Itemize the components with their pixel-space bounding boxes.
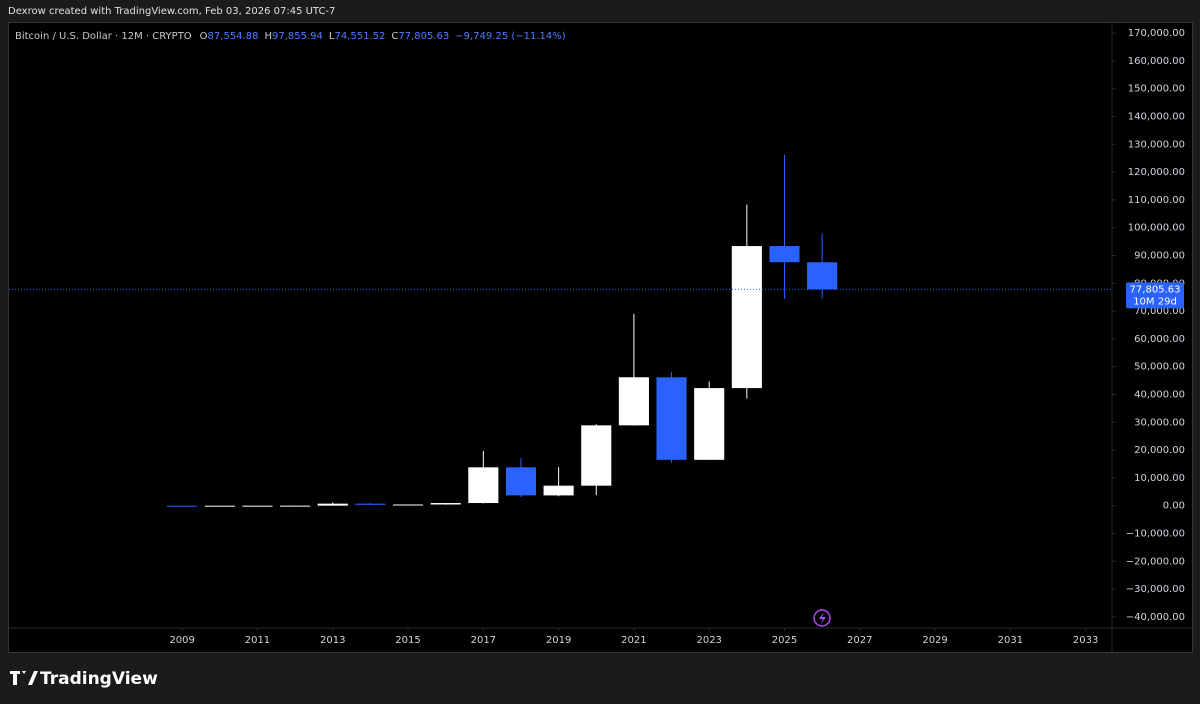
x-tick-label: 2029 [922,635,947,646]
y-tick-label: 60,000.00 [1134,334,1185,345]
x-tick-label: 2021 [621,635,646,646]
y-tick-label: 170,000.00 [1128,28,1185,39]
y-tick-label: −30,000.00 [1126,584,1185,595]
x-tick-label: 2013 [320,635,345,646]
countdown: 10M 29d [1133,296,1177,307]
candle-body [694,388,725,460]
candle-body [167,505,198,507]
candle-body [242,505,273,507]
legend-key: H [264,31,272,42]
y-tick-label: 130,000.00 [1128,139,1185,150]
x-tick-label: 2019 [546,635,571,646]
candle-body [618,377,649,426]
legend-value: 87,554.88 [208,31,259,42]
candle-body [656,377,687,460]
chart-frame [8,22,1193,653]
legend-key: L [329,31,335,42]
x-tick-label: 2033 [1073,635,1098,646]
x-tick-label: 2015 [395,635,420,646]
flash-icon [813,609,831,627]
candle-body [392,504,424,506]
y-tick-label: 40,000.00 [1134,389,1185,400]
legend-value: 97,855.94 [272,31,323,42]
candle-body [807,262,838,290]
y-tick-label: 140,000.00 [1128,112,1185,123]
y-tick-label: 90,000.00 [1134,251,1185,262]
y-tick-label: 70,000.00 [1134,306,1185,317]
y-tick-label: 100,000.00 [1128,223,1185,234]
candle-body [280,505,311,507]
brand-logo [10,671,38,685]
legend-key: C [391,31,398,42]
candle-body [543,485,574,496]
candle-body [317,503,348,506]
y-tick-label: 120,000.00 [1128,167,1185,178]
y-tick-label: −10,000.00 [1126,528,1185,539]
y-tick-label: 10,000.00 [1134,473,1185,484]
legend-symbol: Bitcoin / U.S. Dollar · 12M · CRYPTO [15,31,192,42]
y-tick-label: 50,000.00 [1134,362,1185,373]
x-tick-label: 2027 [847,635,872,646]
y-tick-label: 150,000.00 [1128,84,1185,95]
legend-key: O [200,31,208,42]
x-tick-label: 2009 [169,635,194,646]
x-tick-label: 2023 [696,635,721,646]
candle-body [468,467,499,504]
y-tick-label: 110,000.00 [1128,195,1185,206]
y-tick-label: −40,000.00 [1126,612,1185,623]
x-tick-label: 2031 [998,635,1023,646]
brand: TradingView [40,669,158,689]
candle-body [204,505,235,507]
y-tick-label: 30,000.00 [1134,417,1185,428]
legend-change: −9,749.25 (−11.14%) [455,31,565,42]
y-tick-label: 160,000.00 [1128,56,1185,67]
x-tick-label: 2011 [245,635,270,646]
x-tick-label: 2025 [772,635,797,646]
y-tick-label: 0.00 [1163,501,1185,512]
candle-body [430,503,461,505]
candle-body [355,503,386,505]
candle-body [731,246,762,389]
legend: Bitcoin / U.S. Dollar · 12M · CRYPTO O87,… [15,31,566,42]
legend-value: 77,805.63 [398,31,449,42]
header: Dexrow created with TradingView.com, Feb… [8,6,335,17]
y-tick-label: −20,000.00 [1126,556,1185,567]
candle-body [581,425,612,486]
last-price-box [1126,282,1184,309]
candle-body [505,467,537,496]
last-price-label: 77,805.63 [1130,284,1181,295]
candle-body [769,246,800,263]
y-tick-label: 20,000.00 [1134,445,1185,456]
x-tick-label: 2017 [471,635,496,646]
legend-value: 74,551.52 [334,31,385,42]
